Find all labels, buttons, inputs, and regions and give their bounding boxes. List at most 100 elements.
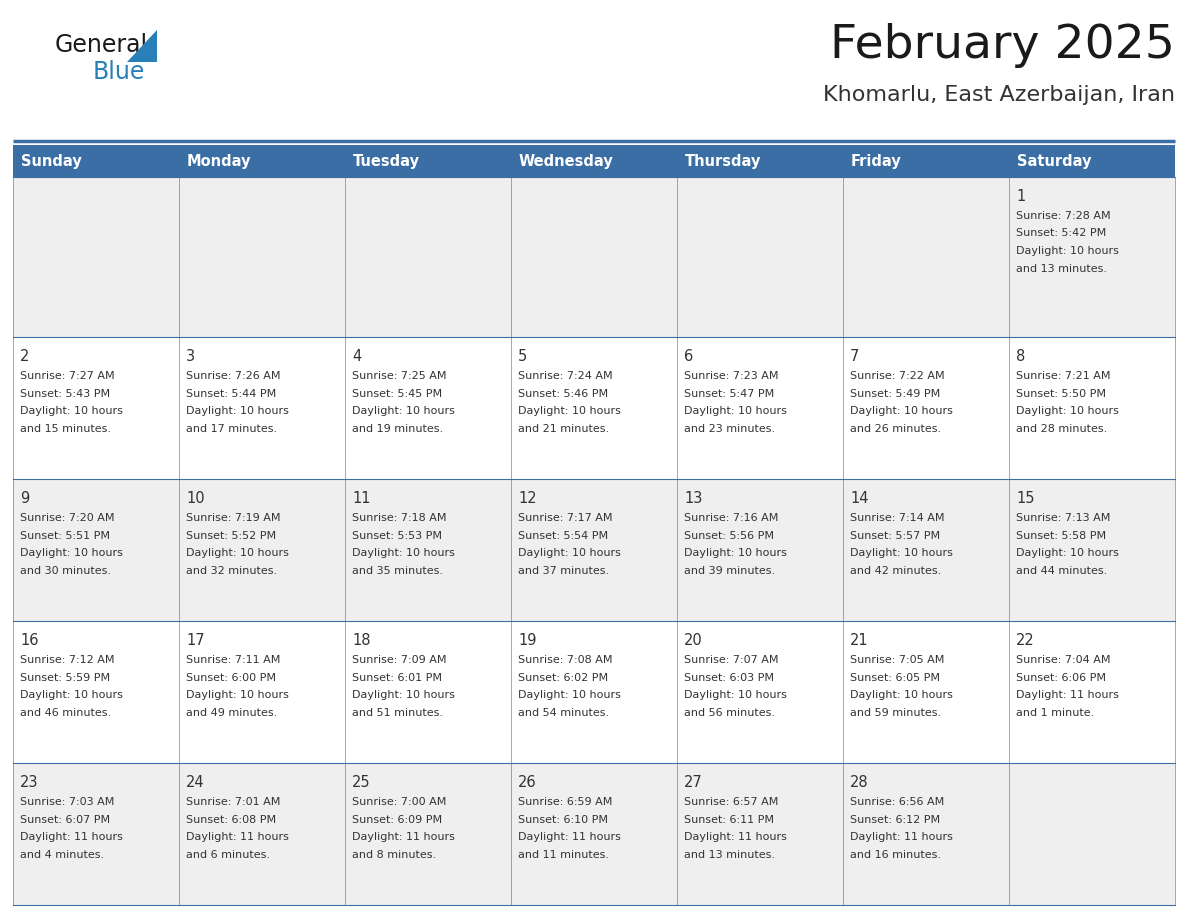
Text: Daylight: 10 hours: Daylight: 10 hours [352, 548, 455, 558]
Text: 25: 25 [352, 775, 371, 790]
Text: 9: 9 [20, 491, 30, 506]
Text: and 26 minutes.: and 26 minutes. [849, 424, 941, 433]
Text: Sunrise: 7:20 AM: Sunrise: 7:20 AM [20, 513, 114, 523]
Text: February 2025: February 2025 [830, 23, 1175, 68]
Text: Thursday: Thursday [685, 153, 762, 169]
Text: Sunset: 6:08 PM: Sunset: 6:08 PM [187, 814, 276, 824]
Text: 28: 28 [849, 775, 868, 790]
Text: 21: 21 [849, 633, 868, 648]
Text: Daylight: 10 hours: Daylight: 10 hours [684, 690, 786, 700]
Text: Saturday: Saturday [1017, 153, 1092, 169]
Text: Sunset: 6:10 PM: Sunset: 6:10 PM [518, 814, 608, 824]
Polygon shape [127, 30, 157, 62]
Text: Sunset: 5:51 PM: Sunset: 5:51 PM [20, 531, 110, 541]
Text: Daylight: 11 hours: Daylight: 11 hours [187, 832, 289, 842]
Text: Khomarlu, East Azerbaijan, Iran: Khomarlu, East Azerbaijan, Iran [823, 85, 1175, 105]
Text: and 46 minutes.: and 46 minutes. [20, 708, 112, 718]
Text: Tuesday: Tuesday [353, 153, 421, 169]
Text: 2: 2 [20, 349, 30, 364]
Text: Sunset: 6:11 PM: Sunset: 6:11 PM [684, 814, 775, 824]
Text: Daylight: 10 hours: Daylight: 10 hours [849, 406, 953, 416]
Text: and 23 minutes.: and 23 minutes. [684, 424, 775, 433]
Text: Daylight: 10 hours: Daylight: 10 hours [1016, 246, 1119, 256]
Text: and 37 minutes.: and 37 minutes. [518, 565, 609, 576]
Text: 19: 19 [518, 633, 537, 648]
Text: and 42 minutes.: and 42 minutes. [849, 565, 941, 576]
Text: Sunrise: 7:04 AM: Sunrise: 7:04 AM [1016, 655, 1111, 665]
Text: Sunset: 6:03 PM: Sunset: 6:03 PM [684, 673, 775, 683]
Text: Daylight: 11 hours: Daylight: 11 hours [684, 832, 786, 842]
Text: 20: 20 [684, 633, 703, 648]
Text: Sunset: 6:02 PM: Sunset: 6:02 PM [518, 673, 608, 683]
Text: 18: 18 [352, 633, 371, 648]
Text: Daylight: 11 hours: Daylight: 11 hours [20, 832, 122, 842]
Text: Sunset: 5:52 PM: Sunset: 5:52 PM [187, 531, 276, 541]
Bar [13, 479, 1175, 621]
Text: and 32 minutes.: and 32 minutes. [187, 565, 277, 576]
Text: 15: 15 [1016, 491, 1035, 506]
Text: Sunrise: 7:08 AM: Sunrise: 7:08 AM [518, 655, 613, 665]
Text: Sunrise: 6:56 AM: Sunrise: 6:56 AM [849, 797, 944, 807]
Text: Daylight: 10 hours: Daylight: 10 hours [518, 690, 621, 700]
Text: Sunrise: 6:57 AM: Sunrise: 6:57 AM [684, 797, 778, 807]
Text: Daylight: 10 hours: Daylight: 10 hours [518, 406, 621, 416]
Text: Sunset: 5:53 PM: Sunset: 5:53 PM [352, 531, 442, 541]
Text: Sunrise: 7:12 AM: Sunrise: 7:12 AM [20, 655, 114, 665]
Text: Sunrise: 7:26 AM: Sunrise: 7:26 AM [187, 371, 280, 381]
Text: Sunrise: 7:23 AM: Sunrise: 7:23 AM [684, 371, 778, 381]
Text: Sunrise: 7:28 AM: Sunrise: 7:28 AM [1016, 211, 1111, 221]
Text: 5: 5 [518, 349, 527, 364]
Text: 13: 13 [684, 491, 702, 506]
Text: Sunset: 5:49 PM: Sunset: 5:49 PM [849, 388, 940, 398]
Text: Sunset: 5:54 PM: Sunset: 5:54 PM [518, 531, 608, 541]
Text: Daylight: 10 hours: Daylight: 10 hours [518, 548, 621, 558]
Text: and 17 minutes.: and 17 minutes. [187, 424, 277, 433]
Text: and 4 minutes.: and 4 minutes. [20, 849, 105, 859]
Text: Sunset: 6:01 PM: Sunset: 6:01 PM [352, 673, 442, 683]
Text: Sunset: 5:42 PM: Sunset: 5:42 PM [1016, 229, 1106, 239]
Text: Sunrise: 7:01 AM: Sunrise: 7:01 AM [187, 797, 280, 807]
Text: Sunrise: 7:17 AM: Sunrise: 7:17 AM [518, 513, 613, 523]
Text: Sunrise: 7:14 AM: Sunrise: 7:14 AM [849, 513, 944, 523]
Text: and 28 minutes.: and 28 minutes. [1016, 424, 1107, 433]
Text: Daylight: 10 hours: Daylight: 10 hours [1016, 548, 1119, 558]
Text: Sunset: 5:57 PM: Sunset: 5:57 PM [849, 531, 940, 541]
Text: Sunset: 6:09 PM: Sunset: 6:09 PM [352, 814, 442, 824]
Text: 8: 8 [1016, 349, 1025, 364]
Text: Daylight: 10 hours: Daylight: 10 hours [849, 690, 953, 700]
Text: Daylight: 10 hours: Daylight: 10 hours [684, 406, 786, 416]
Text: 14: 14 [849, 491, 868, 506]
Text: Sunset: 6:12 PM: Sunset: 6:12 PM [849, 814, 940, 824]
Text: Sunrise: 7:25 AM: Sunrise: 7:25 AM [352, 371, 447, 381]
Text: Daylight: 10 hours: Daylight: 10 hours [1016, 406, 1119, 416]
Text: and 21 minutes.: and 21 minutes. [518, 424, 609, 433]
Text: 16: 16 [20, 633, 38, 648]
Text: 3: 3 [187, 349, 195, 364]
Text: Daylight: 11 hours: Daylight: 11 hours [1016, 690, 1119, 700]
Bar [13, 337, 1175, 479]
Text: Daylight: 10 hours: Daylight: 10 hours [20, 406, 122, 416]
Text: Sunrise: 7:21 AM: Sunrise: 7:21 AM [1016, 371, 1111, 381]
Text: Sunrise: 7:07 AM: Sunrise: 7:07 AM [684, 655, 778, 665]
Text: 24: 24 [187, 775, 204, 790]
Text: 23: 23 [20, 775, 38, 790]
Text: 10: 10 [187, 491, 204, 506]
Text: Sunrise: 7:19 AM: Sunrise: 7:19 AM [187, 513, 280, 523]
Text: General: General [55, 33, 148, 57]
Text: Sunset: 6:05 PM: Sunset: 6:05 PM [849, 673, 940, 683]
Text: Daylight: 10 hours: Daylight: 10 hours [187, 690, 289, 700]
Text: Sunset: 5:58 PM: Sunset: 5:58 PM [1016, 531, 1106, 541]
Text: Sunset: 5:59 PM: Sunset: 5:59 PM [20, 673, 110, 683]
Text: 12: 12 [518, 491, 537, 506]
Text: Daylight: 11 hours: Daylight: 11 hours [849, 832, 953, 842]
Text: Sunset: 6:06 PM: Sunset: 6:06 PM [1016, 673, 1106, 683]
Text: Friday: Friday [851, 153, 902, 169]
Bar [13, 621, 1175, 763]
Text: Sunset: 6:00 PM: Sunset: 6:00 PM [187, 673, 276, 683]
Text: Blue: Blue [93, 60, 145, 84]
Text: and 59 minutes.: and 59 minutes. [849, 708, 941, 718]
Bar [13, 145, 1175, 177]
Text: and 16 minutes.: and 16 minutes. [849, 849, 941, 859]
Text: and 13 minutes.: and 13 minutes. [684, 849, 775, 859]
Text: Sunday: Sunday [21, 153, 82, 169]
